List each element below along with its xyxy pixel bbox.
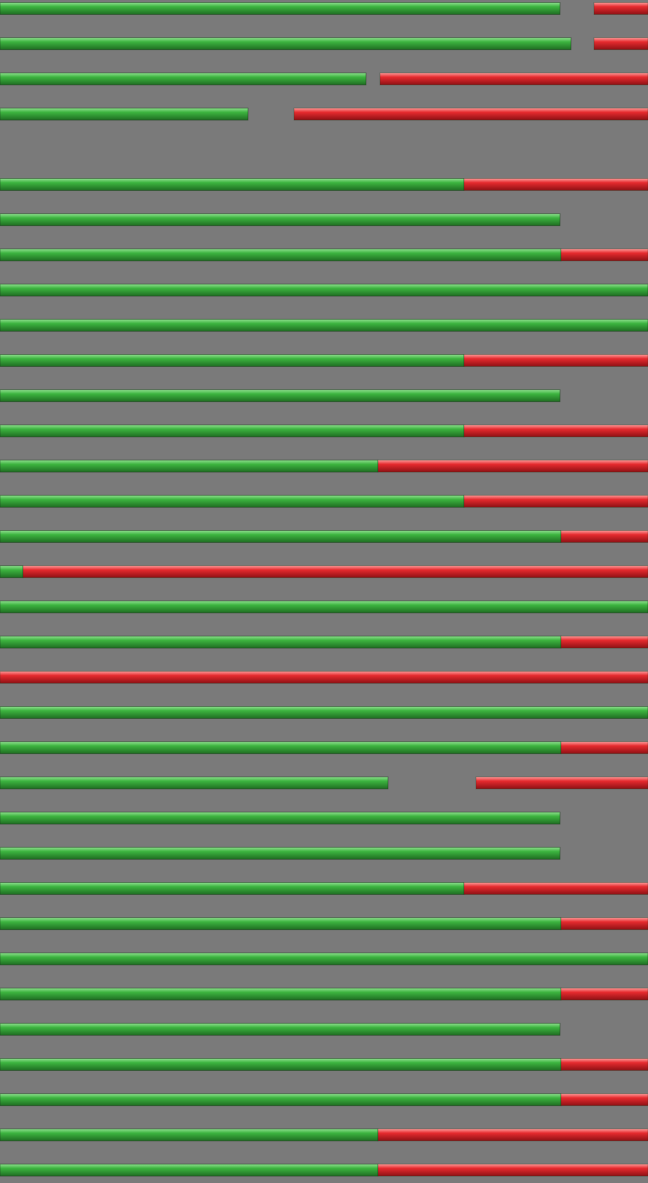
red-bar-segment	[293, 107, 648, 121]
red-bar-segment	[560, 741, 648, 755]
green-bar-segment	[0, 1128, 379, 1142]
green-bar-segment	[0, 354, 465, 367]
red-bar-segment	[0, 670, 648, 684]
green-bar-segment	[0, 213, 561, 227]
red-bar-segment	[463, 354, 648, 367]
green-bar-segment	[0, 1058, 562, 1071]
green-bar-segment	[0, 494, 465, 508]
red-bar-segment	[560, 1058, 648, 1071]
green-bar-segment	[0, 776, 389, 790]
green-bar-segment	[0, 1093, 562, 1107]
green-bar-segment	[0, 107, 249, 121]
red-bar-segment	[560, 987, 648, 1001]
red-bar-segment	[560, 530, 648, 543]
green-bar-segment	[0, 389, 561, 403]
green-bar-segment	[0, 283, 648, 297]
green-bar-segment	[0, 424, 465, 438]
red-bar-segment	[377, 1163, 648, 1177]
red-bar-segment	[560, 635, 648, 649]
red-bar-segment	[379, 72, 648, 86]
red-bar-segment	[475, 776, 648, 790]
green-bar-segment	[0, 530, 562, 543]
green-bar-segment	[0, 846, 561, 860]
green-bar-segment	[0, 706, 648, 719]
green-bar-segment	[0, 917, 562, 931]
green-bar-segment	[0, 248, 562, 262]
red-bar-segment	[560, 1093, 648, 1107]
red-bar-segment	[463, 494, 648, 508]
red-bar-segment	[560, 917, 648, 931]
red-bar-segment	[463, 178, 648, 191]
green-bar-segment	[0, 178, 465, 191]
green-bar-segment	[0, 459, 379, 473]
green-bar-segment	[0, 2, 561, 15]
green-bar-segment	[0, 1163, 379, 1177]
green-bar-segment	[0, 952, 648, 966]
green-bar-segment	[0, 882, 465, 895]
green-bar-segment	[0, 1022, 561, 1036]
red-bar-segment	[22, 565, 648, 579]
red-bar-segment	[560, 248, 648, 262]
green-bar-segment	[0, 37, 572, 51]
green-bar-segment	[0, 987, 562, 1001]
green-bar-segment	[0, 811, 561, 825]
green-bar-segment	[0, 600, 648, 614]
red-bar-segment	[377, 1128, 648, 1142]
red-bar-segment	[593, 2, 648, 15]
red-bar-segment	[593, 37, 648, 51]
green-bar-segment	[0, 741, 562, 755]
red-bar-segment	[377, 459, 648, 473]
green-bar-segment	[0, 72, 367, 86]
green-bar-segment	[0, 318, 648, 332]
red-bar-segment	[463, 882, 648, 895]
green-bar-segment	[0, 565, 24, 579]
green-bar-segment	[0, 635, 562, 649]
red-bar-segment	[463, 424, 648, 438]
